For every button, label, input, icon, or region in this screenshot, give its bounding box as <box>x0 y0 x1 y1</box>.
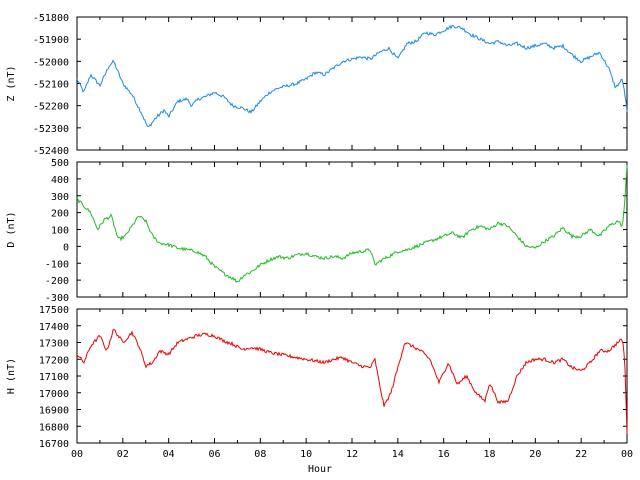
x-tick-labels: 00 02 04 06 08 10 12 14 16 18 20 22 00 <box>71 449 633 460</box>
panel-h-ytick-label-6: 16900 <box>39 406 69 417</box>
x-tick-label-12: 00 <box>621 449 633 460</box>
panel-h-ytick-label-1: 17400 <box>39 322 69 333</box>
panel-d-ytick-label-3: 200 <box>51 209 69 220</box>
panel-d-ylabel: D (nT) <box>6 211 17 247</box>
panel-h-ytick-label-4: 17100 <box>39 372 69 383</box>
x-tick-label-9: 18 <box>483 449 495 460</box>
panel-h-ytick-label-0: 17500 <box>39 305 69 316</box>
panel-z-ytick-label-2: -52000 <box>33 57 69 68</box>
x-tick-label-0: 00 <box>71 449 83 460</box>
panel-z-ytick-label-0: -51800 <box>33 13 69 24</box>
x-axis-label: Hour <box>308 464 332 475</box>
panel-d-ytick-label-0: 500 <box>51 158 69 169</box>
x-tick-label-7: 14 <box>392 449 404 460</box>
panel-h-ytick-label-7: 16800 <box>39 422 69 433</box>
x-tick-label-3: 06 <box>208 449 220 460</box>
x-tick-label-5: 10 <box>300 449 312 460</box>
panel-d-ytick-label-1: 400 <box>51 175 69 186</box>
panel-z-ytick-label-3: -52100 <box>33 80 69 91</box>
panel-z-ylabel: Z (nT) <box>6 65 17 101</box>
panel-h-ytick-label-8: 16700 <box>39 439 69 450</box>
panel-h: 17500 17400 17300 17200 17100 17000 16900 16800… <box>6 305 628 450</box>
panel-z-ytick-label-4: -52200 <box>33 102 69 113</box>
x-tick-label-2: 04 <box>163 449 175 460</box>
x-tick-label-8: 16 <box>438 449 450 460</box>
panel-h-series-line <box>76 328 628 435</box>
x-tick-label-4: 08 <box>254 449 266 460</box>
panel-d-ytick-label-6: -100 <box>45 259 69 270</box>
x-tick-label-11: 22 <box>575 449 587 460</box>
panel-z: -51800 -51900 -52000 -52100 -52200 -52300 -524… <box>6 13 628 157</box>
panel-d-ytick-label-7: -200 <box>45 276 69 287</box>
panel-h-ytick-label-3: 17200 <box>39 355 69 366</box>
panel-d-ytick-label-2: 300 <box>51 192 69 203</box>
panel-z-series-line <box>76 24 628 128</box>
panel-d-frame <box>76 161 628 298</box>
panel-d-ytick-label-4: 100 <box>51 226 69 237</box>
panel-h-frame <box>76 308 628 444</box>
panel-h-ytick-label-2: 17300 <box>39 339 69 350</box>
chart-panels: -51800 -51900 -52000 -52100 -52200 -52300 -524… <box>6 13 628 450</box>
panel-d-ytick-label-8: -300 <box>45 293 69 304</box>
x-tick-label-1: 02 <box>117 449 129 460</box>
panel-d-ytick-label-5: 0 <box>63 242 69 253</box>
x-tick-label-10: 20 <box>529 449 541 460</box>
panel-h-ylabel: H (nT) <box>6 358 17 394</box>
x-tick-label-6: 12 <box>346 449 358 460</box>
panel-d-series-line <box>76 164 628 283</box>
panel-h-ytick-label-5: 17000 <box>39 389 69 400</box>
panel-z-ytick-label-5: -52300 <box>33 124 69 135</box>
panel-z-frame <box>76 16 628 151</box>
panel-z-ytick-label-6: -52400 <box>33 146 69 157</box>
panel-z-ytick-label-1: -51900 <box>33 35 69 46</box>
panel-d: 500 400 300 200 100 0 -100 -200 -300 D (nT) <box>6 158 628 304</box>
